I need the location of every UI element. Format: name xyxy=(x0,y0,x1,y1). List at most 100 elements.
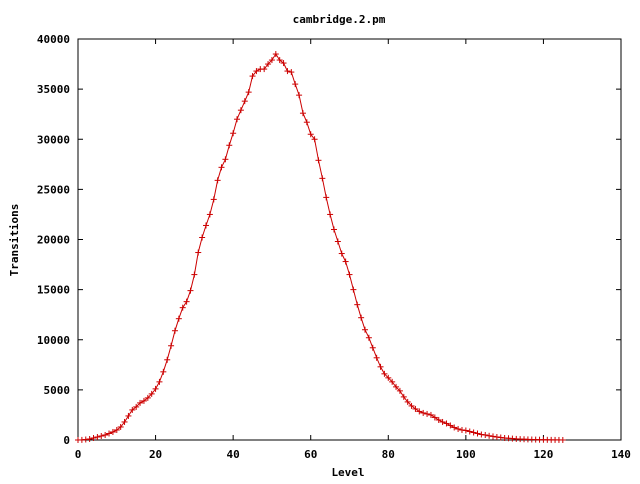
data-point xyxy=(102,431,109,438)
data-point xyxy=(307,131,314,138)
data-point xyxy=(462,427,469,434)
y-axis-ticks: 0 5000 10000 15000 20000 25000 30000 35000 40000 xyxy=(37,33,621,447)
data-point xyxy=(420,409,427,416)
data-point xyxy=(218,164,225,171)
data-point xyxy=(315,157,322,164)
data-point xyxy=(171,327,178,334)
data-point xyxy=(400,393,407,400)
data-point xyxy=(439,418,446,425)
data-point xyxy=(389,378,396,385)
data-point xyxy=(323,194,330,201)
data-point xyxy=(195,249,202,256)
data-point xyxy=(106,430,113,437)
x-tick-label: 20 xyxy=(149,448,162,461)
data-point xyxy=(470,429,477,436)
data-point xyxy=(265,61,272,68)
data-point xyxy=(482,431,489,438)
data-point xyxy=(98,432,105,439)
data-point xyxy=(125,412,132,419)
x-tick-label: 40 xyxy=(227,448,240,461)
data-point xyxy=(373,354,380,361)
data-point xyxy=(183,298,190,305)
data-point xyxy=(129,406,136,413)
x-tick-label: 120 xyxy=(533,448,553,461)
data-point xyxy=(179,304,186,311)
data-point xyxy=(427,411,434,418)
data-point xyxy=(160,368,167,375)
data-point xyxy=(381,370,388,377)
data-point xyxy=(152,385,159,392)
y-axis-label: Transitions xyxy=(8,204,21,277)
data-point xyxy=(497,434,504,441)
data-point xyxy=(237,107,244,114)
data-point xyxy=(493,433,500,440)
data-point xyxy=(311,136,318,143)
data-point xyxy=(354,301,361,308)
data-point xyxy=(408,402,415,409)
data-point xyxy=(443,420,450,427)
data-point xyxy=(121,418,128,425)
data-point xyxy=(396,387,403,394)
data-point xyxy=(299,110,306,117)
data-point xyxy=(404,398,411,405)
data-point xyxy=(284,68,291,75)
data-point xyxy=(156,378,163,385)
data-point xyxy=(249,73,256,80)
data-point xyxy=(458,426,465,433)
y-tick-label: 5000 xyxy=(44,384,71,397)
y-tick-label: 20000 xyxy=(37,234,70,247)
data-point xyxy=(451,424,458,431)
data-point xyxy=(253,68,260,75)
y-tick-label: 35000 xyxy=(37,83,70,96)
data-point xyxy=(334,238,341,245)
x-tick-label: 0 xyxy=(75,448,82,461)
data-point xyxy=(168,342,175,349)
data-point xyxy=(303,119,310,126)
data-point xyxy=(486,432,493,439)
data-point xyxy=(412,405,419,412)
data-point xyxy=(280,60,287,67)
data-point xyxy=(346,271,353,278)
data-point xyxy=(365,334,372,341)
data-point xyxy=(268,57,275,64)
data-point xyxy=(109,428,116,435)
x-tick-label: 140 xyxy=(611,448,631,461)
data-point xyxy=(377,363,384,370)
data-point xyxy=(202,222,209,229)
data-point xyxy=(327,211,334,218)
data-point xyxy=(230,130,237,137)
data-point xyxy=(385,374,392,381)
data-point xyxy=(319,175,326,182)
data-point xyxy=(393,383,400,390)
data-point xyxy=(358,314,365,321)
series-layer xyxy=(75,51,566,443)
data-point xyxy=(187,287,194,294)
chart-title: cambridge.2.pm xyxy=(293,13,386,26)
data-point xyxy=(435,416,442,423)
data-point xyxy=(362,326,369,333)
data-point xyxy=(292,81,299,88)
data-point xyxy=(191,271,198,278)
data-point xyxy=(117,423,124,430)
data-point xyxy=(245,89,252,96)
data-point xyxy=(338,250,345,257)
data-point xyxy=(133,403,140,410)
data-point xyxy=(447,422,454,429)
data-point xyxy=(424,410,431,417)
data-point xyxy=(82,436,89,443)
x-axis-label: Level xyxy=(331,466,364,479)
y-tick-label: 25000 xyxy=(37,183,70,196)
data-point xyxy=(431,414,438,421)
data-point xyxy=(137,399,144,406)
y-tick-label: 40000 xyxy=(37,33,70,46)
data-point xyxy=(234,116,241,123)
x-tick-label: 100 xyxy=(456,448,476,461)
data-point xyxy=(226,142,233,149)
x-axis-ticks: 0 20 40 60 80 100 120 140 xyxy=(75,39,631,461)
data-point xyxy=(206,211,213,218)
data-point xyxy=(175,315,182,322)
data-point xyxy=(241,98,248,105)
y-tick-label: 30000 xyxy=(37,133,70,146)
data-point xyxy=(210,196,217,203)
